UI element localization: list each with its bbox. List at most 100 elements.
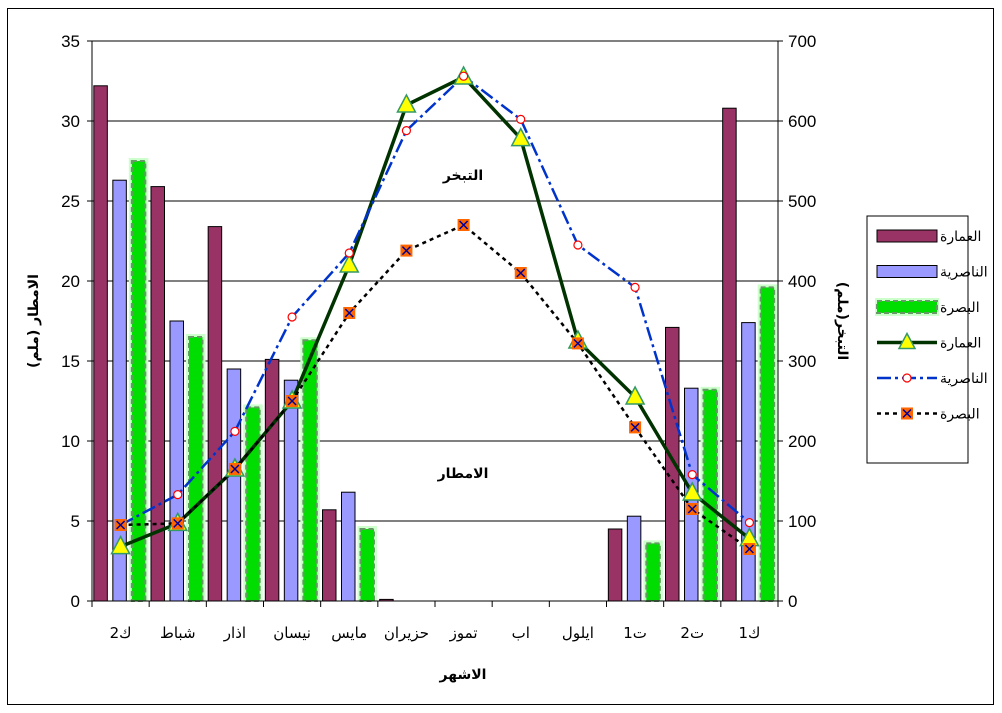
y-left-tick-label: 25 — [61, 192, 80, 211]
y-left-tick-label: 5 — [71, 512, 80, 531]
bar — [226, 368, 242, 602]
marker-triangle — [682, 481, 703, 501]
bars — [93, 85, 778, 603]
bar — [759, 286, 776, 602]
marker-x — [744, 544, 754, 554]
x-tick-label: شباط — [160, 624, 196, 642]
bar — [150, 186, 165, 602]
bar — [702, 388, 718, 602]
y-left-tick-label: 10 — [61, 432, 80, 451]
marker-circle — [344, 248, 354, 258]
x-tick-label: ت1 — [623, 624, 647, 642]
annotation-evaporation: التبخر — [442, 168, 483, 184]
annotation-rainfall: الامطار — [437, 466, 489, 482]
marker-circle — [230, 426, 240, 436]
legend-label: الناصرية — [940, 371, 988, 387]
marker-triangle — [396, 93, 417, 113]
marker-circle — [744, 517, 755, 528]
marker-circle — [401, 126, 412, 136]
y-right-tick-label: 600 — [788, 112, 816, 131]
bar — [626, 515, 642, 602]
bar — [607, 528, 623, 602]
marker-x — [401, 246, 411, 256]
legend-marker-x — [902, 408, 912, 419]
y-left-tick-label: 20 — [61, 272, 80, 291]
marker-x — [687, 504, 697, 514]
y-right-tick-label: 200 — [788, 432, 816, 451]
marker-circle — [630, 282, 640, 292]
series-line-2 — [120, 223, 751, 551]
bar — [359, 528, 375, 602]
y-right-tick-label: 400 — [788, 272, 816, 291]
bar — [93, 85, 108, 602]
bar — [207, 226, 223, 602]
x-tick-label: نيسان — [273, 624, 311, 642]
marker-x — [287, 396, 297, 406]
y-axis-right-title: التبخر(ملم) — [834, 282, 850, 360]
marker-circle — [458, 71, 469, 81]
legend-swatch — [876, 265, 938, 278]
bar — [283, 379, 299, 602]
marker-x — [630, 422, 640, 432]
marker-x — [459, 220, 469, 230]
x-tick-label: حزيران — [384, 624, 429, 642]
marker-x — [116, 520, 126, 530]
series-line-1 — [119, 74, 751, 527]
y-left-tick-label: 35 — [61, 32, 80, 51]
x-tick-label: ك2 — [110, 624, 132, 642]
y-right-tick-label: 0 — [788, 592, 797, 611]
marker-triangle — [510, 126, 531, 147]
lines — [110, 65, 760, 555]
marker-circle — [687, 470, 697, 480]
marker-x — [573, 338, 583, 348]
bar — [341, 491, 356, 602]
y-axis-left-title: الامطار (ملم) — [26, 274, 42, 368]
y-right-tick-label: 500 — [788, 192, 816, 211]
legend-label: البصرة — [940, 407, 980, 423]
bar — [130, 160, 147, 602]
legend-marker-triangle — [897, 331, 917, 350]
legend-marker-circle — [902, 373, 912, 383]
axes: 0 5 10 15 20 25 30 35 0 100 200 300 400 500 600 700 ك2 شب… — [61, 32, 816, 642]
legend-label: الناصرية — [940, 265, 988, 281]
legend-box — [866, 215, 969, 464]
x-tick-label: تموز — [449, 624, 478, 642]
x-tick-label: اذار — [223, 624, 246, 642]
bar — [741, 322, 756, 602]
x-tick-label: مايس — [331, 624, 367, 642]
y-right-tick-label: 100 — [788, 512, 816, 531]
y-right-tick-label: 700 — [788, 32, 816, 51]
bar — [188, 336, 204, 602]
x-axis-title: الاشهر — [439, 667, 487, 683]
marker-triangle — [110, 534, 131, 555]
marker-circle — [573, 240, 583, 250]
y-left-tick-label: 30 — [61, 112, 80, 131]
legend-label: العمارة — [940, 229, 981, 245]
x-tick-label: ت2 — [680, 624, 704, 642]
marker-x — [230, 464, 240, 474]
marker-triangle — [624, 385, 646, 405]
marker-triangle — [339, 253, 360, 273]
legend-label: العمارة — [940, 336, 981, 352]
x-tick-label: اب — [512, 624, 530, 642]
bar — [264, 358, 280, 602]
marker-x — [344, 308, 354, 318]
legend: العمارة الناصرية البصرة العمارة الناصرية البص… — [866, 215, 988, 464]
legend-label: البصرة — [940, 300, 980, 316]
x-tick-label: ايلول — [562, 624, 594, 642]
gridlines — [92, 40, 778, 522]
bar — [322, 509, 337, 602]
marker-circle — [287, 312, 297, 322]
y-right-tick-label: 300 — [788, 352, 816, 371]
legend-swatch — [876, 300, 938, 314]
bar — [245, 406, 261, 602]
bar — [645, 542, 661, 603]
marker-x — [173, 518, 183, 528]
y-left-tick-label: 0 — [71, 592, 80, 611]
marker-circle — [516, 114, 526, 125]
bar — [169, 320, 184, 602]
marker-circle — [173, 490, 183, 500]
marker-x — [516, 268, 526, 278]
x-tick-label: ك1 — [738, 624, 760, 642]
